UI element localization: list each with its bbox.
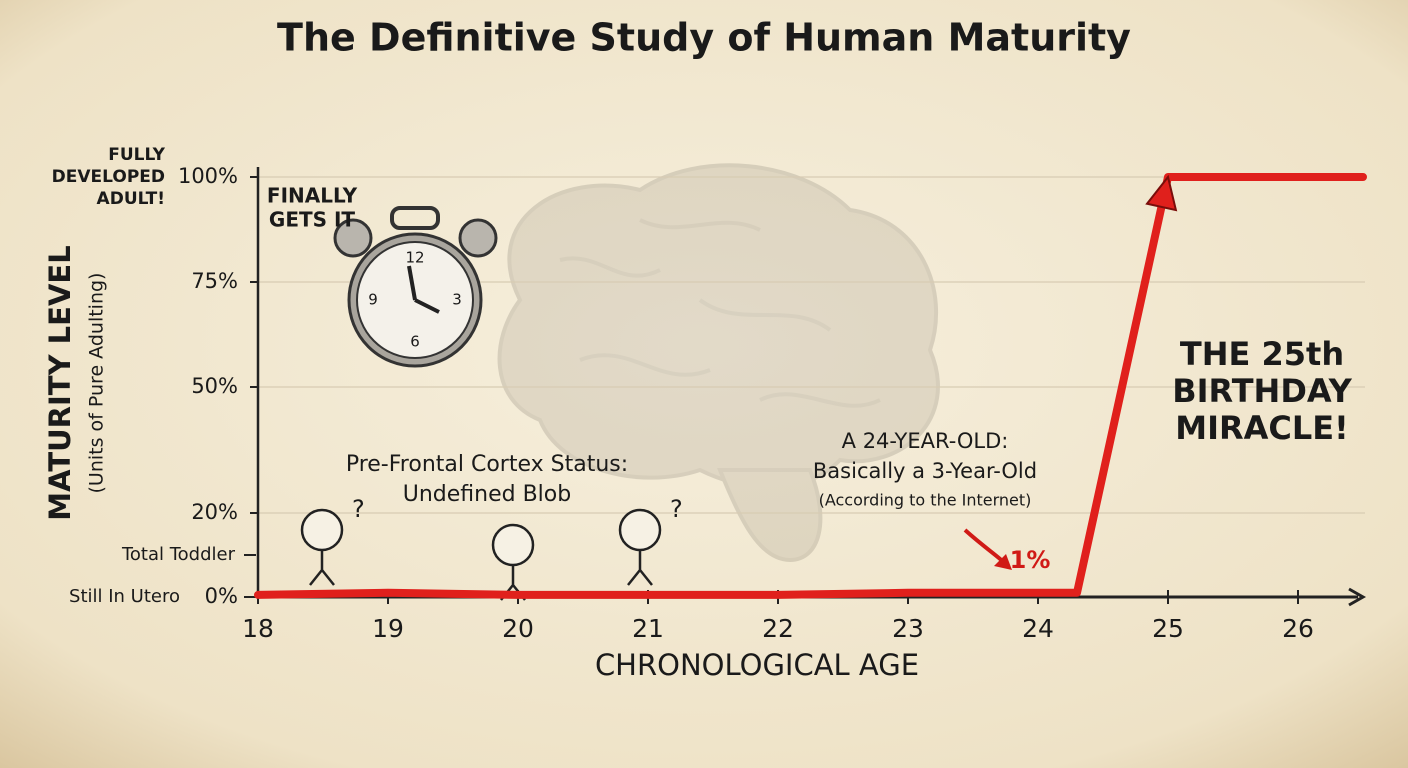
x-tick-label: 21 <box>632 614 664 643</box>
annotation: 1% <box>1010 546 1051 574</box>
x-tick-label: 23 <box>892 614 924 643</box>
y-level-label: FULLY <box>108 145 165 165</box>
x-tick-label: 22 <box>762 614 794 643</box>
annotation-arrowhead <box>994 554 1012 570</box>
clock-number: 3 <box>452 291 462 309</box>
annotation: MIRACLE! <box>1175 409 1348 447</box>
y-tick-label: 20% <box>191 500 238 524</box>
annotation: (According to the Internet) <box>819 491 1032 510</box>
y-tick-label: 75% <box>191 269 238 293</box>
arrowhead <box>1145 174 1178 212</box>
annotation: Undefined Blob <box>403 482 571 507</box>
chart-title: The Definitive Study of Human Maturity <box>277 16 1131 60</box>
brain-illustration <box>497 163 940 563</box>
stick-figure-head <box>491 523 535 567</box>
annotation: FINALLY <box>267 184 358 208</box>
annotation: Basically a 3-Year-Old <box>813 459 1037 483</box>
annotation: BIRTHDAY <box>1172 372 1352 410</box>
clock-bell <box>333 218 373 258</box>
clock-hand <box>414 298 440 314</box>
x-tick-label: 18 <box>242 614 274 643</box>
y-tick-label: 0% <box>205 584 238 608</box>
x-tick-label: 19 <box>372 614 404 643</box>
annotation: Pre-Frontal Cortex Status: <box>346 452 628 477</box>
x-axis-arrow <box>1348 587 1367 607</box>
x-axis-label: CHRONOLOGICAL AGE <box>595 648 919 682</box>
stick-figure-head <box>618 508 662 552</box>
line-series <box>254 173 1367 599</box>
x-tick-label: 26 <box>1282 614 1314 643</box>
stick-figure-head <box>300 508 344 552</box>
clock-number: 6 <box>410 333 420 351</box>
question-mark: ? <box>352 495 365 523</box>
y-level-label: Total Toddler <box>121 544 236 565</box>
clock-bell <box>458 218 498 258</box>
annotation: A 24-YEAR-OLD: <box>842 429 1009 453</box>
y-level-label: Still In Utero <box>69 586 180 607</box>
clock-hand <box>407 265 417 301</box>
stick-figure-body <box>309 550 335 586</box>
stick-figure-body <box>627 550 653 586</box>
clock-handle <box>390 206 440 230</box>
y-tick-label: 100% <box>178 164 238 188</box>
y-level-label: DEVELOPED <box>52 167 165 187</box>
y-axis-sublabel: (Units of Pure Adulting) <box>86 273 108 494</box>
x-tick-label: 25 <box>1152 614 1184 643</box>
x-tick-label: 20 <box>502 614 534 643</box>
y-tick-label: 50% <box>191 374 238 398</box>
annotation: GETS IT <box>269 208 356 232</box>
y-axis-label: MATURITY LEVEL <box>43 245 77 520</box>
y-level-label: ADULT! <box>97 189 165 209</box>
question-mark: ? <box>670 495 683 523</box>
clock-number: 9 <box>368 291 378 309</box>
x-tick-label: 24 <box>1022 614 1054 643</box>
annotation: THE 25th <box>1180 335 1344 373</box>
clock-number: 12 <box>405 249 424 267</box>
